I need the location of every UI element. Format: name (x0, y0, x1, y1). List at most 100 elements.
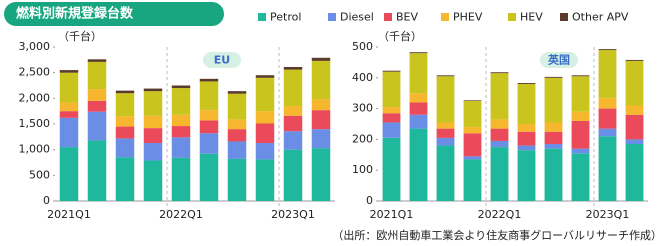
bar-segment (311, 60, 331, 100)
legend-swatch (560, 13, 568, 21)
bar-segment (87, 140, 107, 201)
bar-segment (409, 102, 428, 115)
bar-segment (409, 114, 428, 129)
bar-segment (436, 137, 455, 146)
bar-segment (311, 110, 331, 130)
bar-segment (436, 75, 455, 77)
panel-label-box (540, 52, 578, 68)
bar-segment (311, 129, 331, 149)
bar-segment (171, 88, 191, 115)
y-tick-label: 200 (352, 132, 373, 145)
bar-segment (143, 160, 163, 201)
bar-segment (143, 88, 163, 92)
bar-segment (544, 77, 563, 123)
bar-segment (490, 73, 509, 120)
y-axis-title: （千台） (58, 29, 102, 43)
bar-segment (283, 67, 303, 70)
bar-segment (463, 127, 482, 134)
bar-segment (227, 158, 247, 201)
bar-segment (171, 114, 191, 127)
x-tick-label: 2022Q1 (478, 208, 522, 221)
bar-segment (115, 138, 135, 158)
bar-segment (87, 61, 107, 90)
bar-segment (598, 136, 617, 201)
bar-segment (598, 108, 617, 129)
bar-segment (255, 75, 275, 78)
bar-segment (517, 83, 536, 84)
bar-segment (255, 159, 275, 201)
bar-segment (382, 70, 401, 72)
bar-segment (115, 116, 135, 127)
bar-segment (171, 157, 191, 201)
bar-segment (59, 70, 79, 73)
bar-segment (598, 128, 617, 137)
bar-segment (227, 93, 247, 120)
bar-segment (625, 105, 644, 115)
y-tick-label: 3,000 (19, 40, 51, 53)
y-tick-label: 500 (352, 40, 373, 53)
legend-swatch (258, 13, 266, 21)
bar-segment (463, 133, 482, 157)
bar-segment (490, 128, 509, 141)
legend-swatch (328, 13, 336, 21)
bar-segment (199, 120, 219, 134)
bar-segment (517, 150, 536, 201)
bar-segment (463, 156, 482, 160)
panel-label: EU (214, 54, 230, 67)
bar-segment (382, 137, 401, 201)
bar-segment (382, 107, 401, 114)
y-tick-label: 0 (43, 194, 50, 207)
bar-segment (490, 140, 509, 148)
source-note: （出所：欧州自動車工業会より住友商事グローバルリサーチ作成） (332, 228, 662, 242)
bar-segment (199, 133, 219, 154)
bar-segment (255, 142, 275, 160)
bar-segment (115, 90, 135, 94)
bar-segment (544, 148, 563, 201)
x-tick-label: 2021Q1 (370, 208, 414, 221)
bar-segment (199, 78, 219, 82)
bar-segment (490, 119, 509, 129)
bar-segment (517, 131, 536, 146)
bar-segment (59, 102, 79, 112)
bar-segment (143, 128, 163, 143)
bar-segment (517, 83, 536, 124)
bar-segment (571, 75, 590, 77)
bar-segment (571, 111, 590, 121)
bar-segment (625, 114, 644, 140)
y-tick-label: 100 (352, 163, 373, 176)
bar-segment (463, 100, 482, 101)
bar-segment (625, 139, 644, 145)
bar-segment (409, 128, 428, 201)
bar-segment (171, 85, 191, 89)
bar-segment (544, 144, 563, 149)
y-tick-label: 1,500 (19, 117, 51, 130)
bar-segment (382, 113, 401, 123)
legend-swatch (384, 13, 392, 21)
bar-segment (436, 122, 455, 129)
bar-segment (571, 120, 590, 149)
x-tick-label: 2022Q1 (159, 208, 203, 221)
bar-segment (571, 76, 590, 112)
bar-segment (255, 111, 275, 124)
bar-segment (283, 131, 303, 150)
bar-segment (544, 122, 563, 132)
bar-segment (382, 122, 401, 138)
bar-segment (87, 111, 107, 141)
bar-segment (171, 137, 191, 158)
y-tick-label: 1,000 (19, 143, 51, 156)
bar-segment (87, 89, 107, 101)
legend-label: Other APV (572, 11, 629, 24)
bar-segment (409, 52, 428, 54)
y-tick-label: 2,500 (19, 66, 51, 79)
bar-segment (283, 69, 303, 107)
bar-segment (544, 131, 563, 145)
bar-segment (625, 60, 644, 106)
legend: Petrol Diesel BEV PHEV HEV Other APV (258, 11, 629, 24)
bar-segment (255, 123, 275, 143)
legend-label: HEV (520, 11, 543, 24)
bar-segment (59, 117, 79, 148)
legend-label: BEV (396, 11, 418, 24)
bar-segment (199, 153, 219, 201)
bar-segment (517, 124, 536, 132)
